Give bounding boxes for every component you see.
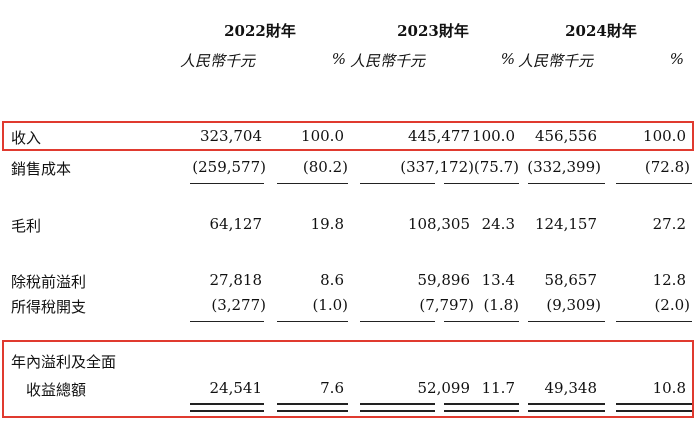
total-double-underline: [528, 403, 605, 412]
total-double-underline: [277, 403, 348, 412]
row-label-income-tax: 所得稅開支: [11, 298, 87, 316]
subtotal-underline: [528, 321, 605, 322]
year-header-2023: 2023財年: [397, 22, 469, 40]
pbt-2023-amount: 59,896: [417, 271, 471, 289]
tax-2022-pct: (1.0): [312, 296, 348, 314]
year-header-2024: 2024財年: [565, 22, 637, 40]
total-double-underline: [190, 403, 264, 412]
revenue-2022-amount: 323,704: [199, 127, 262, 145]
total-income-highlight-box: [2, 340, 694, 418]
revenue-highlight-box: [2, 121, 694, 151]
tax-2023-amount: (7,797): [419, 296, 474, 314]
pbt-2024-pct: 12.8: [652, 271, 686, 289]
revenue-2022-pct: 100.0: [301, 127, 344, 145]
row-label-revenue: 收入: [11, 129, 42, 147]
row-label-profit-before-tax: 除稅前溢利: [11, 273, 87, 291]
cost-2022-amount: (259,577): [192, 158, 266, 176]
cost-2022-pct: (80.2): [302, 158, 348, 176]
pct-label-2024: %: [669, 50, 684, 68]
unit-label-2023: 人民幣千元: [350, 52, 426, 70]
subtotal-underline: [360, 321, 435, 322]
total-double-underline: [360, 403, 435, 412]
subtotal-underline: [444, 183, 519, 184]
subtotal-underline: [616, 321, 692, 322]
pbt-2024-amount: 58,657: [544, 271, 598, 289]
cost-2023-pct: (75.7): [473, 158, 519, 176]
revenue-2024-pct: 100.0: [643, 127, 686, 145]
total-2022-amount: 24,541: [209, 379, 263, 397]
pct-label-2022: %: [331, 50, 346, 68]
gross-2023-amount: 108,305: [407, 215, 470, 233]
gross-2022-pct: 19.8: [310, 215, 344, 233]
unit-label-2024: 人民幣千元: [518, 52, 594, 70]
gross-2024-amount: 124,157: [534, 215, 597, 233]
revenue-2023-amount: 445,477: [407, 127, 470, 145]
subtotal-underline: [444, 321, 519, 322]
unit-label-2022: 人民幣千元: [180, 52, 256, 70]
subtotal-underline: [616, 183, 692, 184]
cost-2024-pct: (72.8): [644, 158, 690, 176]
revenue-2024-amount: 456,556: [534, 127, 597, 145]
revenue-2023-pct: 100.0: [472, 127, 515, 145]
row-label-cost-of-sales: 銷售成本: [11, 160, 72, 178]
tax-2024-amount: (9,309): [546, 296, 601, 314]
total-2023-pct: 11.7: [481, 379, 515, 397]
total-2023-amount: 52,099: [417, 379, 471, 397]
pbt-2022-pct: 8.6: [320, 271, 344, 289]
subtotal-underline: [277, 321, 348, 322]
pbt-2022-amount: 27,818: [209, 271, 263, 289]
row-label-gross-profit: 毛利: [11, 217, 42, 235]
pbt-2023-pct: 13.4: [481, 271, 515, 289]
subtotal-underline: [528, 183, 605, 184]
row-label-total-comprehensive-income: 收益總額: [26, 381, 87, 399]
gross-2022-amount: 64,127: [209, 215, 263, 233]
subtotal-underline: [277, 183, 348, 184]
total-2024-pct: 10.8: [652, 379, 686, 397]
tax-2023-pct: (1.8): [483, 296, 519, 314]
subtotal-underline: [190, 321, 264, 322]
subtotal-underline: [190, 183, 264, 184]
year-header-2022: 2022財年: [224, 22, 296, 40]
gross-2023-pct: 24.3: [481, 215, 515, 233]
gross-2024-pct: 27.2: [652, 215, 686, 233]
tax-2024-pct: (2.0): [654, 296, 690, 314]
cost-2023-amount: (337,172): [400, 158, 474, 176]
total-double-underline: [616, 403, 692, 412]
pct-label-2023: %: [500, 50, 515, 68]
cost-2024-amount: (332,399): [527, 158, 601, 176]
row-label-profit-for-year: 年內溢利及全面: [11, 353, 117, 371]
tax-2022-amount: (3,277): [211, 296, 266, 314]
total-double-underline: [444, 403, 519, 412]
total-2024-amount: 49,348: [544, 379, 598, 397]
total-2022-pct: 7.6: [320, 379, 344, 397]
subtotal-underline: [360, 183, 435, 184]
